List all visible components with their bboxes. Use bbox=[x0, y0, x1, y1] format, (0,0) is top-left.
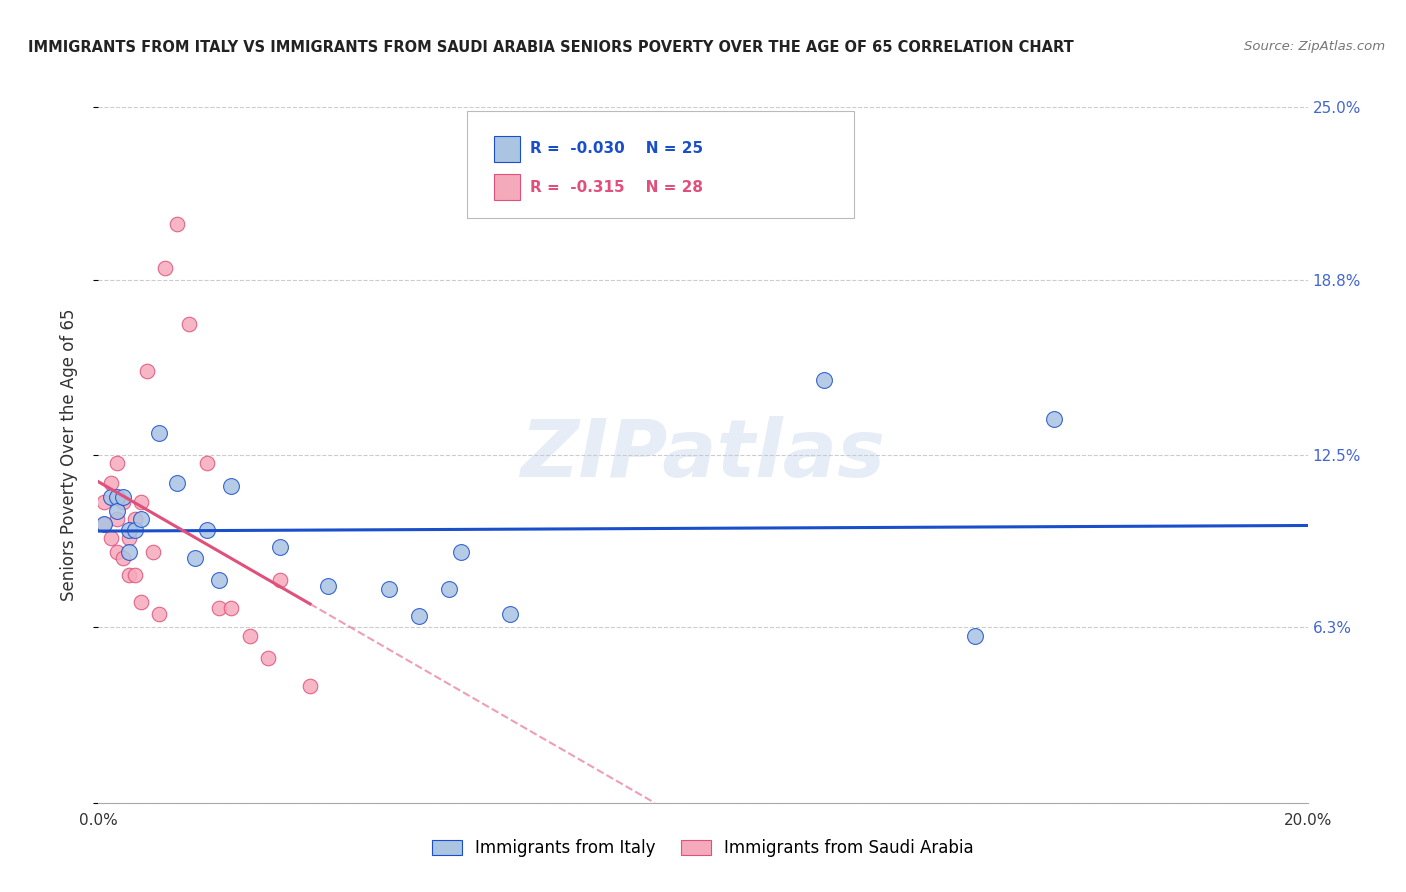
Text: Source: ZipAtlas.com: Source: ZipAtlas.com bbox=[1244, 40, 1385, 54]
Point bbox=[124, 512, 146, 526]
Point bbox=[100, 532, 122, 546]
Point bbox=[105, 490, 128, 504]
Y-axis label: Seniors Poverty Over the Age of 65: Seniors Poverty Over the Age of 65 bbox=[59, 309, 77, 601]
Point bbox=[166, 475, 188, 490]
Point bbox=[118, 567, 141, 582]
Point bbox=[93, 517, 115, 532]
Point bbox=[124, 567, 146, 582]
Point bbox=[105, 545, 128, 559]
Point bbox=[100, 490, 122, 504]
Point bbox=[129, 495, 152, 509]
Bar bbox=[494, 174, 520, 201]
Text: R =  -0.030    N = 25: R = -0.030 N = 25 bbox=[530, 141, 703, 156]
Text: R =  -0.315    N = 28: R = -0.315 N = 28 bbox=[530, 179, 703, 194]
Point bbox=[100, 475, 122, 490]
Point bbox=[813, 373, 835, 387]
Text: ZIPatlas: ZIPatlas bbox=[520, 416, 886, 494]
Point bbox=[377, 582, 399, 596]
Point bbox=[142, 545, 165, 559]
Point bbox=[124, 523, 146, 537]
Point bbox=[299, 679, 322, 693]
Bar bbox=[494, 136, 520, 162]
Point bbox=[148, 607, 170, 621]
Point bbox=[135, 364, 157, 378]
Point bbox=[965, 629, 987, 643]
Point bbox=[105, 503, 128, 517]
Point bbox=[105, 512, 128, 526]
Point bbox=[208, 573, 231, 587]
Point bbox=[316, 579, 339, 593]
Point bbox=[105, 456, 128, 470]
Point bbox=[118, 523, 141, 537]
Point bbox=[498, 607, 520, 621]
Point bbox=[111, 550, 134, 565]
Point bbox=[179, 317, 201, 331]
Point bbox=[111, 490, 134, 504]
Point bbox=[111, 495, 134, 509]
FancyBboxPatch shape bbox=[467, 111, 855, 219]
Point bbox=[221, 478, 243, 492]
Point bbox=[195, 523, 218, 537]
Point bbox=[450, 545, 472, 559]
Point bbox=[1042, 411, 1064, 425]
Point bbox=[269, 573, 291, 587]
Point bbox=[208, 601, 231, 615]
Point bbox=[93, 495, 115, 509]
Point bbox=[129, 595, 152, 609]
Point bbox=[93, 517, 115, 532]
Point bbox=[129, 512, 152, 526]
Point bbox=[118, 545, 141, 559]
Point bbox=[437, 582, 460, 596]
Point bbox=[148, 425, 170, 440]
Point bbox=[118, 532, 141, 546]
Text: IMMIGRANTS FROM ITALY VS IMMIGRANTS FROM SAUDI ARABIA SENIORS POVERTY OVER THE A: IMMIGRANTS FROM ITALY VS IMMIGRANTS FROM… bbox=[28, 40, 1074, 55]
Point bbox=[256, 651, 278, 665]
Point bbox=[269, 540, 291, 554]
Point bbox=[184, 550, 207, 565]
Point bbox=[408, 609, 430, 624]
Point bbox=[221, 601, 243, 615]
Point bbox=[195, 456, 218, 470]
Legend: Immigrants from Italy, Immigrants from Saudi Arabia: Immigrants from Italy, Immigrants from S… bbox=[432, 839, 974, 857]
Point bbox=[166, 217, 188, 231]
Point bbox=[153, 261, 176, 276]
Point bbox=[239, 629, 262, 643]
